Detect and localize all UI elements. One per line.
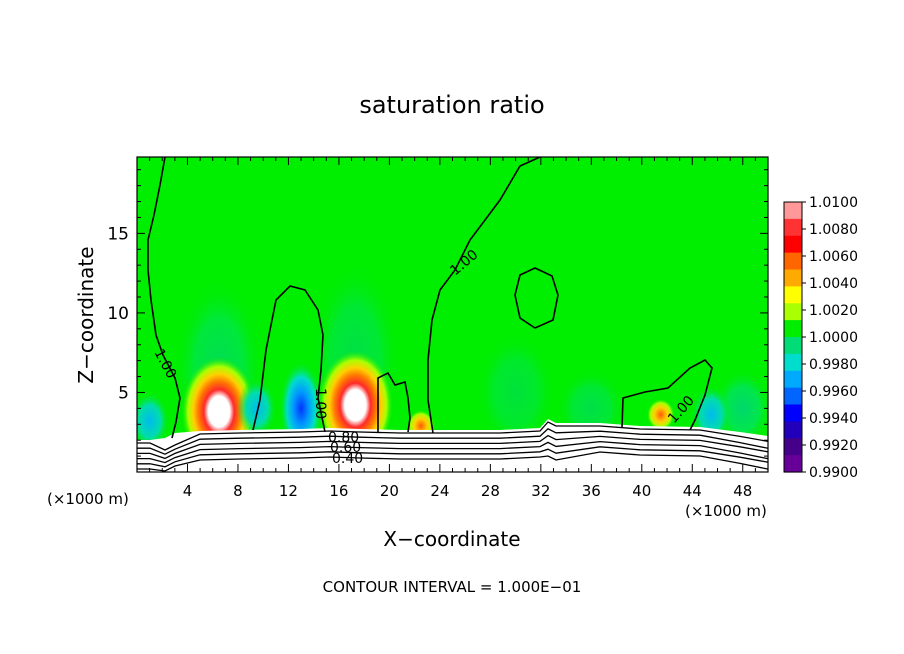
colorbar-label: 1.0080 <box>809 222 858 238</box>
colorbar-label: 0.9960 <box>809 384 858 400</box>
terrain-contours <box>137 421 768 472</box>
colorbar-label: 0.9900 <box>809 465 858 481</box>
y-tick-label: 10 <box>107 304 129 324</box>
y-axis: 5 10 15 <box>107 169 768 457</box>
x-axis: 4 8 12 16 20 24 28 32 36 40 44 48 <box>149 157 756 500</box>
colorbar-label: 1.0060 <box>809 249 858 265</box>
colorbar-label: 1.0100 <box>809 195 858 211</box>
field-feature-low <box>236 378 277 439</box>
terrain-contour-line <box>137 446 768 468</box>
colorbar: 1.0100 1.0080 1.0060 1.0040 1.0020 1.0000 0.99… <box>783 195 858 481</box>
colorbar-label: 1.0000 <box>809 330 858 346</box>
colorbar-swatch <box>784 286 802 304</box>
x-tick-label: 44 <box>683 482 702 500</box>
contour-1-00-main <box>427 157 541 434</box>
colorbar-swatch <box>784 337 802 355</box>
colorbar-swatch <box>784 455 802 473</box>
x-tick-label: 20 <box>380 482 399 500</box>
terrain-contour-line <box>137 421 768 451</box>
colorbar-swatch <box>784 303 802 321</box>
terrain-contour-line <box>137 428 768 455</box>
plot-area: 1.00 1.00 1.00 1.00 0.80 0.60 0.40 <box>137 157 768 472</box>
colorbar-label: 0.9940 <box>809 411 858 427</box>
y-axis-label: Z−coordinate <box>74 246 98 383</box>
colorbar-label: 0.9980 <box>809 357 858 373</box>
contour-label-1-00-tower: 1.00 <box>312 388 328 419</box>
colorbar-swatch <box>784 235 802 254</box>
contour-1-00-right <box>621 358 713 431</box>
terrain-contour-line <box>137 440 768 464</box>
y-tick-label: 15 <box>107 224 129 244</box>
colorbar-swatch <box>784 438 802 456</box>
colorbar-swatch <box>784 202 802 220</box>
x-unit-right: (×1000 m) <box>685 502 767 520</box>
colorbar-swatch <box>784 421 802 439</box>
contour-label-0-80: 0.80 <box>328 430 359 446</box>
contour-interval-text: CONTOUR INTERVAL = 1.000E−01 <box>323 578 582 596</box>
x-tick-label: 36 <box>582 482 601 500</box>
x-tick-label: 40 <box>632 482 651 500</box>
colorbar-label: 1.0020 <box>809 303 858 319</box>
chart-title: saturation ratio <box>359 91 544 119</box>
colorbar-swatch <box>784 252 802 271</box>
x-tick-label: 12 <box>279 482 298 500</box>
contour-lines <box>147 157 713 439</box>
terrain-contour-line <box>137 451 768 472</box>
contour-1-00-closed-loop <box>514 267 559 329</box>
x-tick-label: 24 <box>430 482 449 500</box>
contour-1-00-left <box>147 157 181 439</box>
y-tick-label: 5 <box>118 383 129 403</box>
colorbar-swatch <box>784 353 802 372</box>
colorbar-swatch <box>784 387 802 406</box>
field-feature-high <box>646 398 675 431</box>
contour-label-0-40: 0.40 <box>332 451 363 467</box>
x-tick-label: 32 <box>531 482 550 500</box>
contour-label-0-60: 0.60 <box>330 440 361 456</box>
x-axis-label: X−coordinate <box>383 527 520 551</box>
x-tick-label: 28 <box>481 482 500 500</box>
colorbar-swatch <box>784 218 802 237</box>
colorbar-swatch <box>784 404 802 422</box>
colorbar-swatch <box>784 320 802 338</box>
field-shading <box>475 332 556 453</box>
colorbar-swatch <box>784 370 802 389</box>
colorbar-swatch <box>784 269 802 287</box>
contour-1-00-tower-a <box>252 285 326 433</box>
colorbar-label: 0.9920 <box>809 438 858 454</box>
terrain-contour-line <box>137 434 768 460</box>
contour-1-00-small-tower <box>377 371 411 433</box>
colorbar-label: 1.0040 <box>809 276 858 292</box>
field-feature-low <box>137 391 170 452</box>
x-tick-label: 4 <box>183 482 193 500</box>
x-tick-label: 16 <box>329 482 348 500</box>
x-tick-label: 8 <box>233 482 243 500</box>
x-tick-label: 48 <box>733 482 752 500</box>
x-unit-left: (×1000 m) <box>47 490 129 508</box>
